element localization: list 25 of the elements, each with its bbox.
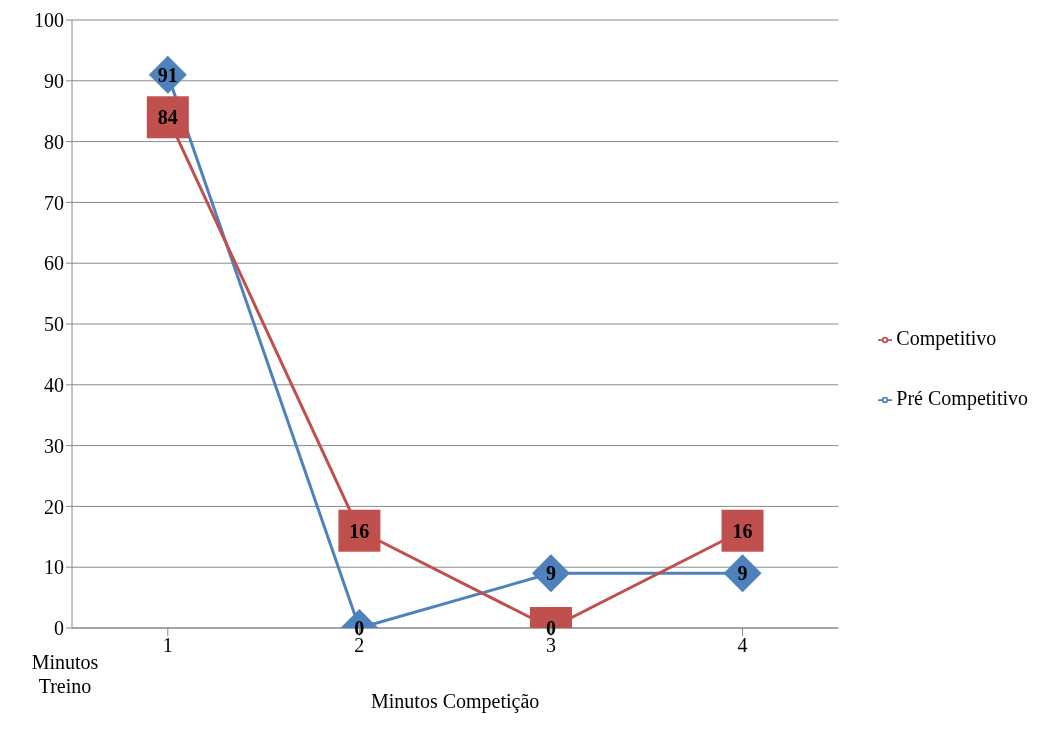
y-tick-label: 80 (44, 130, 64, 153)
y-tick-label: 20 (44, 495, 64, 518)
x-tick-label: 3 (545, 634, 556, 657)
data-label: 9 (545, 562, 556, 585)
y-tick-label: 50 (44, 313, 64, 336)
y-tick-label: 100 (34, 9, 64, 32)
y-tick-label: 40 (44, 373, 64, 396)
data-label: 84 (157, 106, 178, 129)
legend-label: Competitivo (896, 327, 997, 349)
y-tick-label: 10 (44, 556, 64, 579)
text: Minutos Treino (30, 650, 100, 698)
legend-label: Pré Competitivo (896, 387, 1028, 409)
y-tick-label: 0 (54, 617, 64, 640)
x-tick-label: 2 (354, 634, 365, 657)
x-tick-label: 4 (737, 634, 748, 657)
y-tick-label: 70 (44, 191, 64, 214)
data-label: 91 (157, 63, 178, 86)
data-label: 9 (737, 562, 748, 585)
y-tick-label: 60 (44, 252, 64, 275)
y-tick-label: 90 (44, 69, 64, 92)
x-tick-label: 1 (162, 634, 173, 657)
y-tick-label: 30 (44, 434, 64, 457)
data-label: 16 (349, 519, 370, 542)
x-axis-title: Minutos Competição (371, 690, 540, 713)
data-label: 16 (732, 519, 753, 542)
